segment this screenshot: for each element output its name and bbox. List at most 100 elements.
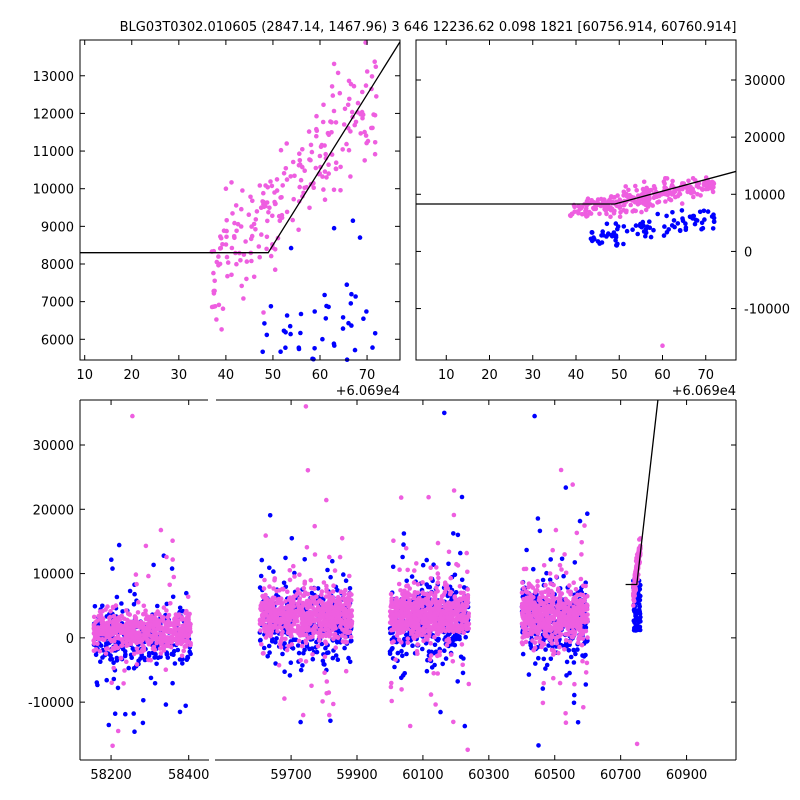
data-point-pink [271, 586, 276, 591]
data-point-pink [555, 604, 560, 610]
data-point-pink [584, 660, 590, 666]
data-point-pink [164, 554, 169, 560]
data-point-pink [273, 201, 278, 206]
data-point-pink [307, 205, 312, 211]
data-point-blue [427, 584, 433, 590]
data-point-blue [169, 566, 175, 571]
data-point-pink [268, 179, 273, 184]
data-point-pink [268, 253, 274, 259]
data-point-pink [300, 604, 305, 610]
data-point-pink [662, 185, 667, 190]
data-point-pink [298, 658, 304, 663]
data-point-blue [543, 647, 548, 652]
data-point-pink [537, 639, 542, 644]
data-point-blue [348, 639, 354, 644]
data-point-pink [120, 623, 125, 629]
data-point-pink [246, 212, 252, 217]
data-point-pink [342, 592, 347, 597]
data-point-pink [297, 572, 302, 577]
chart-title: BLG03T0302.010605 (2847.14, 1467.96) 3 6… [120, 20, 737, 35]
data-point-blue [536, 655, 541, 661]
x-tick-label: 20 [481, 368, 498, 383]
data-point-pink [300, 609, 305, 614]
data-point-blue [455, 532, 461, 538]
data-point-pink [263, 533, 269, 538]
data-point-pink [530, 638, 535, 643]
data-point-pink [91, 614, 97, 620]
data-point-pink [431, 671, 437, 676]
data-point-pink [553, 527, 559, 533]
data-point-blue [120, 609, 125, 614]
data-point-pink [95, 618, 100, 623]
data-point-pink [284, 141, 290, 146]
data-point-pink [542, 632, 548, 637]
data-point-pink [428, 565, 434, 570]
data-point-pink [148, 614, 154, 620]
data-point-pink [244, 276, 249, 282]
data-point-pink [113, 617, 119, 623]
data-point-pink [308, 142, 314, 148]
data-point-pink [137, 623, 142, 628]
data-point-pink [553, 630, 558, 636]
data-point-pink [408, 620, 414, 625]
data-point-pink [459, 597, 464, 603]
data-point-pink [264, 200, 270, 205]
data-point-blue [526, 672, 532, 677]
data-point-pink [568, 592, 573, 597]
data-point-blue [460, 670, 466, 676]
x-tick-label: 70 [359, 368, 376, 383]
data-point-pink [628, 202, 633, 208]
data-point-blue [111, 676, 117, 682]
y-tick-label: 0 [744, 245, 752, 260]
data-point-pink [533, 590, 538, 595]
data-point-pink [264, 625, 269, 630]
data-point-pink [152, 647, 158, 653]
data-point-pink [556, 650, 561, 656]
data-point-pink [524, 616, 529, 622]
data-point-pink [686, 178, 691, 184]
data-point-pink [435, 588, 440, 594]
data-point-pink [185, 594, 191, 600]
data-point-pink [335, 635, 341, 640]
data-point-pink [141, 603, 147, 609]
data-point-pink [397, 567, 402, 572]
data-point-pink [710, 189, 716, 195]
x-tick-label: 20 [123, 368, 140, 383]
data-point-pink [303, 659, 309, 664]
data-point-blue [446, 561, 451, 567]
data-point-pink [556, 588, 562, 594]
data-point-pink [454, 561, 459, 567]
data-point-pink [306, 627, 311, 632]
data-point-blue [697, 209, 703, 215]
data-point-blue [184, 657, 190, 662]
data-point-pink [435, 540, 441, 546]
data-point-pink [290, 159, 296, 165]
data-point-pink [176, 621, 181, 627]
data-point-blue [267, 513, 273, 518]
data-point-pink [552, 596, 558, 601]
data-point-pink [531, 647, 536, 653]
data-point-pink [427, 657, 433, 662]
data-point-pink [542, 628, 548, 634]
data-point-blue [632, 625, 637, 631]
data-point-blue [258, 573, 264, 579]
data-point-blue [292, 570, 297, 576]
y-tick-label: 8000 [41, 258, 74, 273]
data-point-pink [458, 590, 464, 596]
data-point-pink [299, 630, 305, 635]
data-point-pink [233, 203, 239, 208]
data-point-pink [579, 552, 584, 557]
data-point-pink [232, 235, 237, 241]
data-point-pink [556, 617, 561, 623]
data-point-blue [340, 326, 346, 331]
data-point-pink [579, 540, 584, 545]
data-point-pink [230, 211, 235, 216]
data-point-pink [320, 119, 326, 125]
data-point-pink [303, 640, 309, 646]
data-point-pink [688, 186, 694, 191]
data-point-blue [583, 625, 589, 630]
data-point-pink [312, 601, 318, 606]
data-point-pink [298, 177, 304, 183]
data-point-pink [259, 607, 264, 613]
data-point-pink [347, 96, 352, 102]
